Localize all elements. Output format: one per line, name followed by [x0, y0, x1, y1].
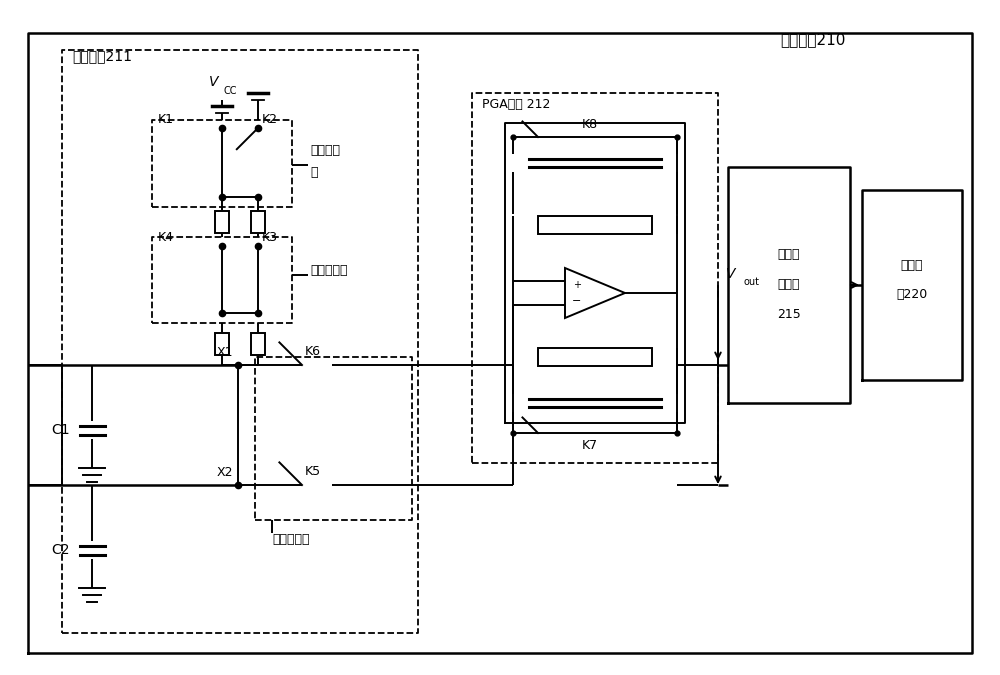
Text: +: +	[573, 280, 581, 290]
Text: C1: C1	[51, 423, 70, 437]
Bar	[538, 348, 652, 366]
Text: PGA电路 212: PGA电路 212	[482, 98, 550, 111]
Text: 模数转: 模数转	[778, 248, 800, 261]
Text: K8: K8	[582, 118, 598, 131]
Text: 前端电路210: 前端电路210	[780, 32, 845, 47]
Text: 第二开关组: 第二开关组	[310, 264, 348, 277]
Text: 处理电: 处理电	[901, 259, 923, 271]
Text: 215: 215	[777, 308, 801, 321]
Text: 控制电路211: 控制电路211	[72, 49, 132, 63]
Bar	[215, 333, 229, 355]
Bar	[251, 333, 265, 355]
Text: K4: K4	[158, 231, 174, 244]
Bar	[538, 216, 652, 234]
Text: K2: K2	[262, 113, 278, 126]
Bar	[251, 211, 265, 233]
Text: out: out	[744, 277, 760, 287]
Text: K1: K1	[158, 113, 174, 126]
Polygon shape	[565, 268, 625, 318]
Text: C2: C2	[52, 543, 70, 557]
Text: K3: K3	[262, 231, 278, 244]
Text: 第三开关组: 第三开关组	[272, 533, 310, 546]
Text: X2: X2	[216, 466, 233, 479]
Text: 第一开关: 第一开关	[310, 144, 340, 157]
Text: K7: K7	[582, 439, 598, 452]
Text: 组: 组	[310, 166, 318, 179]
Text: K5: K5	[305, 465, 321, 478]
Text: V: V	[209, 75, 218, 89]
Text: −: −	[572, 296, 582, 306]
Text: V: V	[726, 267, 736, 281]
Text: CC: CC	[223, 86, 237, 96]
Text: K6: K6	[305, 345, 321, 358]
Text: 路220: 路220	[896, 288, 928, 302]
Text: 换电路: 换电路	[778, 279, 800, 292]
Bar	[215, 211, 229, 233]
Text: X1: X1	[216, 346, 233, 359]
